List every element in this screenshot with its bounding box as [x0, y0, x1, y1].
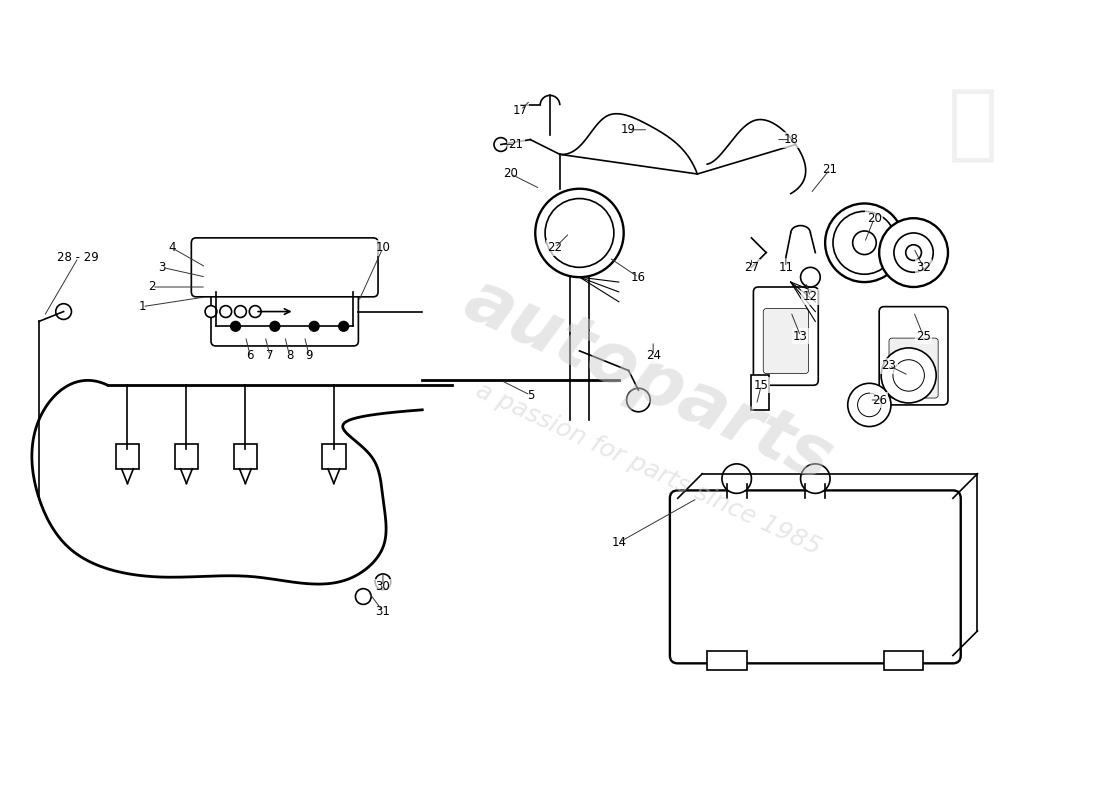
- Text: 18: 18: [783, 133, 799, 146]
- Text: 3: 3: [158, 261, 165, 274]
- Text: 30: 30: [375, 580, 390, 594]
- Text: 🐂: 🐂: [947, 84, 998, 166]
- Bar: [322, 444, 345, 469]
- FancyBboxPatch shape: [191, 238, 378, 297]
- Circle shape: [848, 383, 891, 426]
- Text: 24: 24: [646, 350, 661, 362]
- Text: 31: 31: [375, 605, 390, 618]
- Text: 27: 27: [744, 261, 759, 274]
- Text: 21: 21: [823, 162, 837, 175]
- Text: 21: 21: [508, 138, 524, 151]
- Circle shape: [494, 138, 508, 151]
- Text: 22: 22: [548, 241, 562, 254]
- Circle shape: [858, 393, 881, 417]
- Text: 6: 6: [246, 350, 254, 362]
- FancyBboxPatch shape: [211, 277, 359, 346]
- Circle shape: [801, 267, 821, 287]
- Text: 17: 17: [513, 104, 528, 117]
- Circle shape: [627, 388, 650, 412]
- Circle shape: [355, 589, 371, 604]
- Circle shape: [339, 322, 349, 331]
- Text: 12: 12: [803, 290, 818, 303]
- Text: 32: 32: [916, 261, 931, 274]
- FancyBboxPatch shape: [754, 287, 818, 386]
- Text: 2: 2: [148, 281, 156, 294]
- Circle shape: [893, 360, 924, 391]
- Circle shape: [231, 322, 241, 331]
- FancyBboxPatch shape: [763, 309, 808, 374]
- FancyBboxPatch shape: [670, 490, 960, 663]
- Circle shape: [309, 322, 319, 331]
- Circle shape: [270, 322, 279, 331]
- Circle shape: [234, 306, 246, 318]
- FancyBboxPatch shape: [889, 338, 938, 398]
- Text: 26: 26: [871, 394, 887, 406]
- Text: 4: 4: [168, 241, 175, 254]
- Text: 25: 25: [916, 330, 931, 342]
- Bar: [175, 444, 198, 469]
- Circle shape: [56, 304, 72, 319]
- Circle shape: [250, 306, 261, 318]
- Circle shape: [722, 464, 751, 494]
- Circle shape: [536, 189, 624, 277]
- Circle shape: [881, 348, 936, 403]
- Text: 7: 7: [266, 350, 274, 362]
- Text: 16: 16: [631, 270, 646, 284]
- Circle shape: [205, 306, 217, 318]
- Text: 8: 8: [286, 350, 294, 362]
- Text: 23: 23: [881, 359, 896, 372]
- Circle shape: [220, 306, 232, 318]
- Text: 20: 20: [504, 167, 518, 181]
- Text: 11: 11: [779, 261, 793, 274]
- Circle shape: [879, 218, 948, 287]
- Text: autoparts: autoparts: [453, 265, 843, 496]
- Circle shape: [375, 574, 390, 590]
- Circle shape: [801, 464, 830, 494]
- Text: a passion for parts since 1985: a passion for parts since 1985: [472, 378, 825, 559]
- FancyBboxPatch shape: [879, 306, 948, 405]
- Text: 20: 20: [867, 212, 882, 225]
- Bar: [233, 444, 257, 469]
- Text: 15: 15: [754, 378, 769, 392]
- Bar: [707, 650, 747, 670]
- Circle shape: [852, 231, 877, 254]
- Text: 10: 10: [375, 241, 390, 254]
- Text: 13: 13: [793, 330, 808, 342]
- Text: 28 - 29: 28 - 29: [57, 251, 99, 264]
- Bar: [751, 375, 769, 410]
- Text: 14: 14: [612, 536, 626, 549]
- Circle shape: [825, 203, 904, 282]
- Text: 5: 5: [527, 389, 534, 402]
- Bar: [116, 444, 140, 469]
- Text: 9: 9: [306, 350, 313, 362]
- Text: 19: 19: [621, 123, 636, 136]
- Text: 1: 1: [139, 300, 146, 313]
- Circle shape: [905, 245, 922, 261]
- Bar: [884, 650, 923, 670]
